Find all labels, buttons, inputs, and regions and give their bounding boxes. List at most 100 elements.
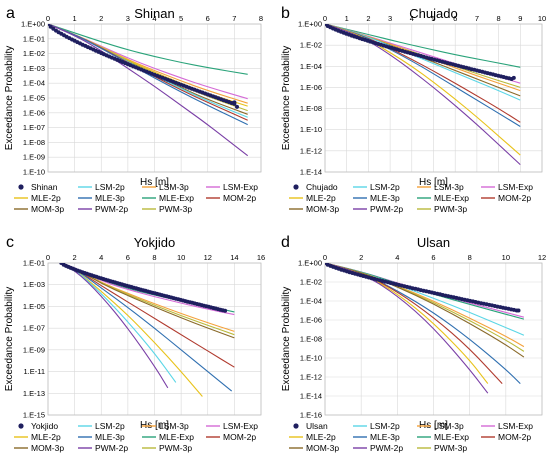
plot-area	[325, 24, 521, 166]
x-tick-label: 7	[232, 14, 236, 23]
x-tick-label: 4	[395, 253, 399, 262]
observed-point	[511, 75, 516, 80]
series-line-MLE-3p	[61, 263, 233, 392]
y-tick-label: 1.E-02	[23, 49, 45, 58]
legend-label: LSM-Exp	[498, 421, 533, 431]
y-tick-label: 1.E-03	[23, 64, 45, 73]
y-tick-label: 1.E-01	[23, 259, 45, 268]
series-line-PWM-2p	[48, 24, 249, 157]
y-tick-label: 1.E-04	[300, 62, 322, 71]
panel-d: d Ulsan 1.E+00 1.E-02 1.E-04 1.E-06 1.E-08 1.E-…	[281, 234, 546, 453]
legend-label: LSM-2p	[95, 182, 125, 192]
series-line-MLE-2p	[325, 24, 521, 156]
x-tick-label: 6	[453, 14, 457, 23]
series-line-MLE-2p	[325, 263, 489, 384]
x-tick-label: 0	[46, 14, 50, 23]
legend: Shinan LSM-2p LSM-3p LSM-Exp MLE-2p MLE-3p MLE…	[14, 182, 258, 214]
legend-label: PWM-3p	[434, 204, 467, 214]
legend-label: MOM-2p	[498, 432, 531, 442]
legend-label: MLE-Exp	[434, 193, 469, 203]
y-tick-label: 1.E-09	[23, 345, 45, 354]
x-tick-label: 6	[431, 253, 435, 262]
legend-label: Ulsan	[306, 421, 328, 431]
legend-label: PWM-2p	[370, 204, 403, 214]
legend-label: PWM-3p	[159, 204, 192, 214]
legend-label: MLE-3p	[95, 193, 125, 203]
observed-point	[223, 308, 228, 313]
y-tick-label: 1.E-15	[23, 411, 45, 420]
y-tick-label: 1.E-07	[23, 123, 45, 132]
y-tick-label: 1.E-14	[300, 392, 322, 401]
x-tick-label: 16	[257, 253, 265, 262]
legend-label: MLE-2p	[31, 432, 61, 442]
y-tick-label: 1.E-01	[23, 34, 45, 43]
plot-area	[59, 263, 235, 397]
y-tick-label: 1.E-10	[300, 125, 322, 134]
panel-letter: a	[6, 5, 15, 22]
legend-label: MOM-3p	[306, 204, 339, 214]
y-tick-label: 1.E-09	[23, 153, 45, 162]
legend-label: Chujado	[306, 182, 338, 192]
x-axis-title: Hs [m]	[419, 420, 448, 431]
series-line-LSM-2p	[325, 24, 521, 101]
x-tick-label: 5	[431, 14, 435, 23]
y-tick-label: 1.E-10	[300, 354, 322, 363]
x-tick-label: 4	[410, 14, 414, 23]
x-tick-label: 2	[99, 14, 103, 23]
y-tick-label: 1.E+00	[21, 20, 45, 29]
legend-label: LSM-3p	[434, 421, 464, 431]
legend-label: MOM-3p	[31, 204, 64, 214]
x-tick-label: 1	[73, 14, 77, 23]
legend: Ulsan LSM-2p LSM-3p LSM-Exp MLE-2p MLE-3p MLE-…	[289, 421, 533, 453]
observed-point	[48, 24, 50, 26]
legend-label: LSM-Exp	[223, 182, 258, 192]
y-tick-label: 1.E-06	[300, 316, 322, 325]
x-tick-label: 8	[497, 14, 501, 23]
legend-label: MLE-2p	[306, 193, 336, 203]
panel-letter: c	[6, 234, 14, 251]
series-line-MLE-3p	[325, 263, 521, 384]
chart-title: Chujado	[409, 6, 457, 21]
y-tick-label: 1.E-11	[23, 367, 45, 376]
x-tick-label: 8	[259, 14, 263, 23]
y-axis-title: Exceedance Probability	[281, 287, 292, 392]
series-line-MLE-3p	[325, 24, 521, 127]
x-axis-title: Hs [m]	[419, 177, 448, 188]
plot-frame	[324, 23, 543, 173]
legend-marker-observed	[18, 423, 24, 429]
legend-label: MOM-3p	[306, 443, 339, 453]
chart-title: Ulsan	[417, 235, 450, 250]
x-tick-label: 3	[388, 14, 392, 23]
legend: Yokjido LSM-2p LSM-3p LSM-Exp MLE-2p MLE-3p ML…	[14, 421, 258, 453]
x-tick-label: 4	[99, 253, 103, 262]
plot-frame	[324, 262, 543, 416]
x-tick-label: 14	[230, 253, 238, 262]
legend-label: PWM-2p	[370, 443, 403, 453]
x-tick-label: 2	[359, 253, 363, 262]
x-tick-label: 9	[518, 14, 522, 23]
legend-label: MLE-3p	[370, 193, 400, 203]
y-tick-label: 1.E-07	[23, 324, 45, 333]
legend-label: MLE-Exp	[159, 193, 194, 203]
y-tick-label: 1.E-10	[23, 168, 45, 177]
series-line-LSM-2p	[61, 263, 177, 383]
legend-label: MLE-Exp	[159, 432, 194, 442]
legend-label: LSM-3p	[159, 182, 189, 192]
y-tick-label: 1.E+00	[298, 259, 322, 268]
x-tick-label: 6	[206, 14, 210, 23]
y-tick-label: 1.E-03	[23, 280, 45, 289]
x-tick-label: 0	[323, 14, 327, 23]
x-tick-label: 8	[152, 253, 156, 262]
series-line-MOM-2p	[61, 263, 235, 368]
x-tick-label: 10	[502, 253, 510, 262]
y-tick-label: 1.E-08	[300, 104, 322, 113]
series-line-PWM-2p	[61, 263, 169, 389]
legend-label: MOM-2p	[223, 432, 256, 442]
y-tick-label: 1.E-06	[300, 83, 322, 92]
x-tick-label: 5	[179, 14, 183, 23]
legend-label: MLE-2p	[31, 193, 61, 203]
legend-label: Shinan	[31, 182, 58, 192]
y-tick-label: 1.E-08	[300, 335, 322, 344]
panel-b: b Chujado 1.E+00 1.E-02 1.E-04 1.E-06 1.E-08 1.…	[281, 5, 546, 214]
